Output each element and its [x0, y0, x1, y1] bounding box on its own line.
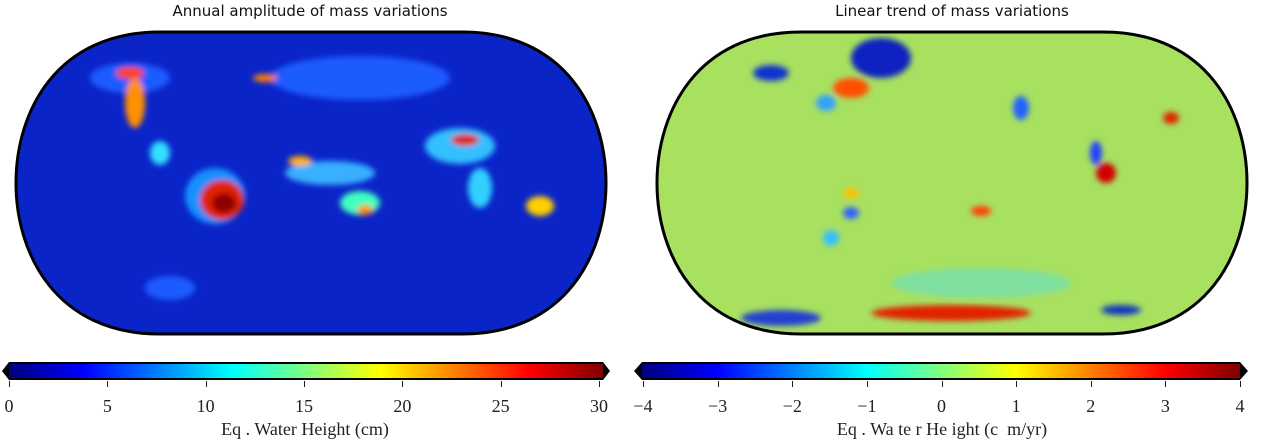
colorbar-tick-mark — [107, 381, 109, 387]
colorbar-tick-mark — [304, 381, 305, 387]
colorbar-tick-label: −2 — [782, 396, 802, 416]
colorbar-tick-mark — [599, 381, 600, 387]
trend-colorbar-label: Eq . Wa te r He ight (c m/yr) — [836, 419, 1048, 439]
right-map-title: Linear trend of mass variations — [835, 2, 1069, 20]
colorbar-tick-label: 0 — [937, 396, 946, 416]
colorbar-tick-mark — [402, 381, 404, 387]
colorbar-tick-label: 10 — [196, 396, 215, 416]
amplitude-colorbar-label: Eq . Water Height (cm) — [221, 419, 389, 439]
trend-features — [741, 38, 1179, 326]
colorbar-tick-mark — [1090, 381, 1092, 387]
colorbar-tick-mark — [1165, 381, 1167, 387]
annual-amplitude-map — [14, 30, 608, 336]
colorbar-tick-mark — [1016, 381, 1018, 387]
colorbar-tick-label: 1 — [1011, 396, 1021, 416]
colorbar-tick-label: −1 — [857, 396, 877, 416]
colorbar-tick-mark — [643, 381, 644, 387]
colorbar-tick-mark — [792, 381, 794, 387]
colorbar-tick-label: −3 — [708, 396, 728, 416]
colorbar-tick-label: 5 — [102, 396, 112, 416]
trend-colorbar-gradient — [634, 362, 1248, 380]
colorbar-tick-label: 3 — [1160, 396, 1170, 416]
amplitude-features — [90, 56, 554, 300]
colorbar-tick-mark — [500, 381, 502, 387]
colorbar-tick-mark — [1240, 381, 1241, 387]
colorbar-tick-label: 0 — [4, 396, 14, 416]
colorbar-tick-mark — [9, 381, 10, 387]
colorbar-tick-label: 20 — [393, 396, 412, 416]
left-map-title: Annual amplitude of mass variations — [172, 2, 448, 20]
colorbar-tick-mark — [941, 381, 943, 387]
map-frame — [655, 30, 1249, 336]
map-frame — [14, 30, 608, 336]
colorbar-tick-label: 4 — [1235, 396, 1245, 416]
colorbar-tick-label: 30 — [590, 396, 608, 416]
amplitude-colorbar-gradient — [2, 362, 610, 380]
colorbar-tick-label: 2 — [1086, 396, 1096, 416]
colorbar-tick-mark — [866, 381, 868, 387]
colorbar-tick-mark — [717, 381, 719, 387]
linear-trend-map — [655, 30, 1249, 336]
colorbar-tick-mark — [205, 381, 207, 387]
amplitude-colorbar — [2, 361, 610, 381]
trend-colorbar — [634, 361, 1248, 381]
colorbar-tick-label: 15 — [295, 396, 313, 416]
colorbar-tick-label: 25 — [491, 396, 510, 416]
colorbar-tick-label: −4 — [633, 396, 653, 416]
